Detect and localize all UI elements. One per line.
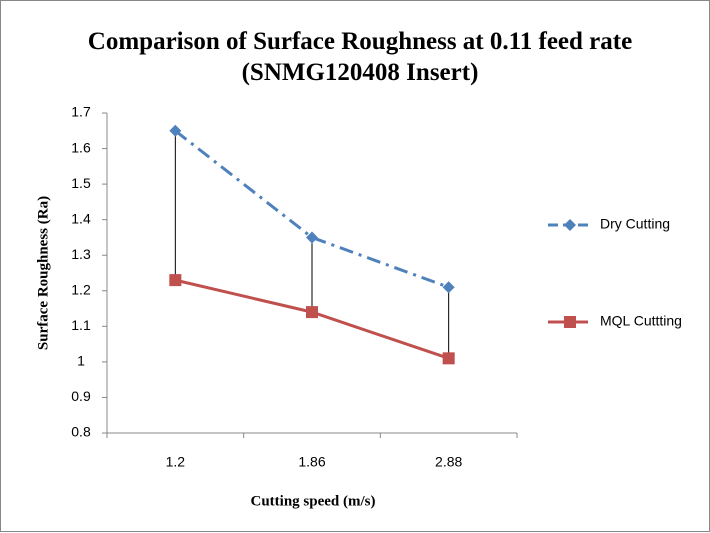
y-tick-label: 1.2 (71, 281, 91, 297)
marker (169, 274, 182, 287)
x-tick-label: 2.88 (435, 454, 462, 470)
y-tick-label: 1.1 (71, 317, 91, 333)
marker (169, 124, 182, 137)
y-tick-label: 1.5 (71, 175, 91, 191)
y-axis-label: Surface Roughness (Ra) (35, 196, 51, 350)
marker (564, 219, 576, 231)
marker (442, 281, 455, 294)
y-tick-label: 0.9 (71, 388, 91, 404)
chart-title: Comparison of Surface Roughness at 0.11 … (87, 28, 633, 86)
y-tick-label: 0.8 (71, 424, 91, 440)
marker (306, 306, 318, 319)
legend-label: Dry Cutting (600, 216, 670, 232)
marker (306, 231, 318, 244)
y-tick-label: 1.3 (71, 246, 91, 262)
marker (564, 316, 576, 328)
series-line (174, 129, 450, 289)
legend-label: MQL Cuttting (600, 313, 682, 329)
marker (442, 352, 455, 365)
y-tick-label: 1.4 (71, 210, 91, 226)
y-tick-label: 1 (77, 353, 85, 369)
y-tick-label: 1.7 (71, 104, 91, 120)
x-tick-label: 1.2 (166, 454, 186, 470)
x-tick-label: 1.86 (298, 454, 325, 470)
x-axis-label: Cutting speed (m/s) (250, 493, 375, 509)
y-tick-label: 1.6 (71, 139, 91, 155)
